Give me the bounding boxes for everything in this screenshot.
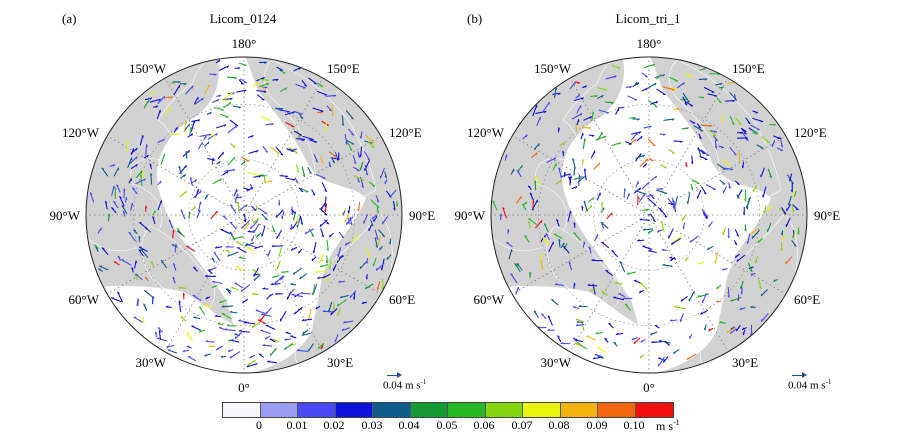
lon-label-150e: 150°E bbox=[327, 61, 360, 76]
lon-label-60w: 60°W bbox=[69, 292, 100, 307]
panel-b-reference-arrow bbox=[792, 372, 807, 378]
colorbar-tick: 0.03 bbox=[361, 418, 383, 432]
colorbar-segment bbox=[335, 403, 373, 417]
panel-a-reference-exponent: -1 bbox=[420, 378, 427, 386]
lon-label-0: 0° bbox=[643, 380, 655, 395]
colorbar-tick: 0.01 bbox=[286, 418, 308, 432]
lon-label-90w: 90°W bbox=[50, 208, 81, 223]
panel-b-map bbox=[490, 56, 808, 374]
colorbar-tick: 0.02 bbox=[323, 418, 345, 432]
colorbar bbox=[222, 402, 674, 418]
lon-label-60e: 60°E bbox=[389, 292, 415, 307]
colorbar-segment bbox=[523, 403, 561, 417]
colorbar-segment bbox=[485, 403, 523, 417]
lon-label-120w: 120°W bbox=[62, 125, 100, 140]
velocity-vectors bbox=[89, 59, 398, 368]
panel-b-label: (b) bbox=[467, 11, 482, 26]
colorbar-tick: 0.04 bbox=[398, 418, 420, 432]
panel-a-map bbox=[85, 56, 403, 374]
lon-label-60e: 60°E bbox=[794, 292, 820, 307]
colorbar-tick: 0.05 bbox=[436, 418, 458, 432]
panel-a-reference-vector: 0.04 m s-1 bbox=[383, 378, 426, 392]
lon-label-120e: 120°E bbox=[794, 125, 827, 140]
lon-label-90e: 90°E bbox=[409, 208, 435, 223]
colorbar-segment bbox=[260, 403, 298, 417]
colorbar-tick: 0.10 bbox=[623, 418, 645, 432]
lon-label-30e: 30°E bbox=[732, 355, 758, 370]
lon-label-150w: 150°W bbox=[129, 61, 167, 76]
lon-label-90w: 90°W bbox=[455, 208, 486, 223]
panel-b-title: Licom_tri_1 bbox=[616, 11, 681, 26]
colorbar-tick: 0.08 bbox=[548, 418, 570, 432]
colorbar-ticks: 0 0.01 0.02 0.03 0.04 0.05 0.06 0.07 0.0… bbox=[0, 418, 905, 438]
colorbar-tick: 0.09 bbox=[586, 418, 608, 432]
panel-b-longitude-labels: 180° 150°E 120°E 90°E 60°E 30°E 0° 30°W … bbox=[455, 36, 841, 395]
lon-label-120e: 120°E bbox=[389, 125, 422, 140]
colorbar-unit-exponent: -1 bbox=[673, 418, 680, 427]
colorbar-segment bbox=[298, 403, 336, 417]
lon-label-150e: 150°E bbox=[732, 61, 765, 76]
panel-b-reference-value: 0.04 m s bbox=[788, 379, 826, 392]
colorbar-tick: 0.07 bbox=[511, 418, 533, 432]
lon-label-30w: 30°W bbox=[541, 355, 572, 370]
colorbar-unit: m s-1 bbox=[656, 418, 680, 434]
colorbar-unit-text: m s bbox=[656, 419, 674, 433]
colorbar-segment bbox=[635, 403, 673, 417]
velocity-vectors bbox=[492, 63, 800, 367]
lon-label-150w: 150°W bbox=[534, 61, 572, 76]
colorbar-segment bbox=[410, 403, 448, 417]
panel-b-reference-exponent: -1 bbox=[825, 378, 832, 386]
panel-a-reference-value: 0.04 m s bbox=[383, 379, 421, 392]
lon-label-180: 180° bbox=[232, 36, 257, 51]
graticule bbox=[86, 57, 402, 373]
lon-label-180: 180° bbox=[637, 36, 662, 51]
panel-b: (b) Licom_tri_1 180° 150°E 120°E 90°E 60… bbox=[455, 11, 841, 395]
lon-label-120w: 120°W bbox=[467, 125, 505, 140]
colorbar-segment bbox=[448, 403, 486, 417]
map-boundary bbox=[85, 56, 403, 374]
ocean-basin bbox=[497, 57, 771, 373]
panel-a-title: Licom_0124 bbox=[210, 11, 277, 26]
panel-a-label: (a) bbox=[62, 11, 76, 26]
colorbar-segment bbox=[373, 403, 411, 417]
lon-label-0: 0° bbox=[238, 380, 250, 395]
panel-b-reference-vector: 0.04 m s-1 bbox=[788, 378, 831, 392]
colorbar-tick: 0.06 bbox=[473, 418, 495, 432]
lon-label-30e: 30°E bbox=[327, 355, 353, 370]
panel-a: (a) Licom_0124 180° 150°E 120°E 90°E 60°… bbox=[50, 11, 436, 395]
colorbar-segment bbox=[223, 403, 261, 417]
panel-a-reference-arrow bbox=[387, 372, 402, 378]
colorbar-segment bbox=[560, 403, 598, 417]
colorbar-segment bbox=[598, 403, 636, 417]
colorbar-tick: 0 bbox=[256, 418, 262, 432]
lon-label-90e: 90°E bbox=[814, 208, 840, 223]
lon-label-60w: 60°W bbox=[474, 292, 505, 307]
map-boundary bbox=[490, 56, 808, 374]
panel-a-longitude-labels: 180° 150°E 120°E 90°E 60°E 30°E 0° 30°W … bbox=[50, 36, 436, 395]
lon-label-30w: 30°W bbox=[136, 355, 167, 370]
